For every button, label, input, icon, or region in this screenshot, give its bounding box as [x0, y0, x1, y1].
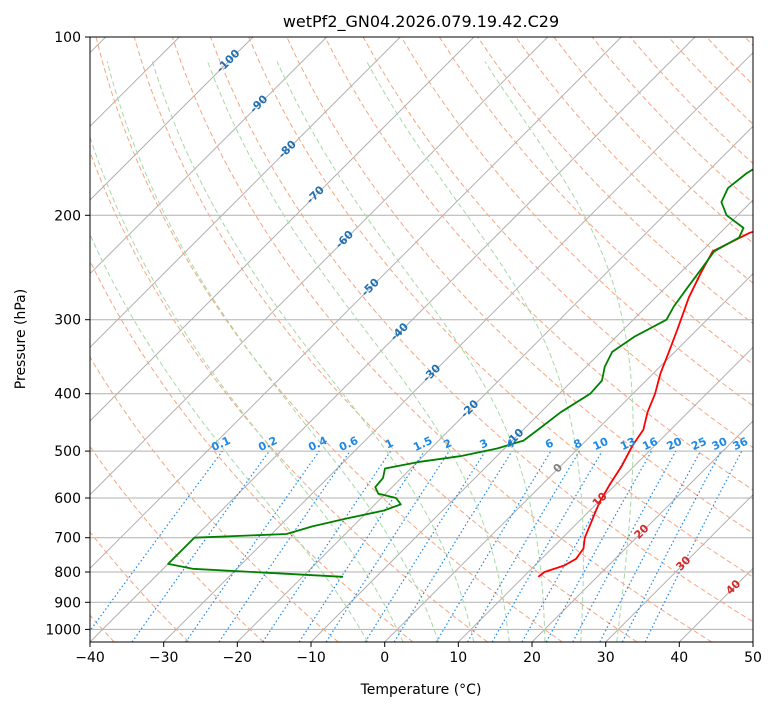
- mixing-ratio-line: [572, 450, 677, 642]
- moist-adiabat: [90, 232, 369, 642]
- x-tick-label: −40: [75, 650, 105, 666]
- plot-frame: [89, 36, 754, 643]
- background-lines: [90, 37, 753, 642]
- dry-adiabat: [438, 37, 753, 366]
- y-tick-label: 500: [54, 444, 81, 460]
- isotherm: [163, 51, 753, 642]
- isotherm: [384, 272, 753, 642]
- profile-lines: [167, 168, 753, 578]
- x-tick-label: 30: [597, 650, 615, 666]
- dry-adiabat: [171, 37, 712, 642]
- isotherm: [605, 493, 753, 642]
- y-tick-label: 300: [54, 313, 81, 329]
- isotherm: [90, 37, 328, 275]
- y-tick-label: 900: [54, 595, 81, 611]
- moist-adiabat: [151, 61, 475, 642]
- mixing-ratio-label: 30: [710, 435, 730, 453]
- dry-adiabat: [400, 37, 753, 407]
- isotherm: [90, 37, 401, 349]
- dry-adiabat: [90, 445, 264, 642]
- mixing-ratio-line: [218, 450, 351, 642]
- mixing-ratio-label: 16: [640, 435, 660, 453]
- mixing-ratio-label: 25: [689, 435, 708, 453]
- mixing-ratio-label: 13: [618, 435, 637, 453]
- isotherm: [457, 346, 753, 642]
- x-tick-label: 40: [670, 650, 688, 666]
- x-axis-label: Temperature (°C): [360, 682, 482, 698]
- isotherm: [531, 420, 753, 642]
- x-tick-label: −30: [149, 650, 179, 666]
- y-tick-label: 400: [54, 387, 81, 403]
- dry-adiabat: [133, 37, 638, 642]
- axes: −40 −30 −20 −10 0 10 20 30 40 50 100 200 300 400 500 60…: [45, 30, 762, 666]
- isotherm: [90, 37, 254, 201]
- mixing-ratio-line: [131, 450, 270, 642]
- x-tick-label: −10: [296, 650, 326, 666]
- dry-adiabat: [248, 37, 753, 578]
- mixing-ratio-label: 20: [665, 435, 685, 453]
- mixing-ratio-line: [393, 450, 513, 642]
- x-tick-label: 50: [744, 650, 762, 666]
- mixing-ratio-line: [262, 450, 392, 642]
- dry-adiabat: [324, 37, 753, 491]
- dry-adiabat: [95, 37, 563, 642]
- x-tick-label: 10: [449, 650, 467, 666]
- x-tick-label: 0: [380, 650, 389, 666]
- mixing-ratio-label: 36: [731, 435, 751, 453]
- moist-adiabat: [106, 61, 439, 642]
- y-tick-label: 600: [54, 491, 81, 507]
- dry-adiabat: [90, 150, 488, 642]
- moist-adiabat: [484, 61, 634, 642]
- isotherm: [90, 37, 475, 422]
- mixing-ratio-label: 10: [591, 435, 611, 453]
- y-tick-label: 100: [54, 30, 81, 46]
- mixing-ratio-line: [325, 450, 450, 642]
- dry-adiabat: [90, 356, 339, 642]
- mixing-ratio-line: [644, 450, 743, 642]
- mixing-ratio-line: [90, 450, 223, 632]
- isotherm: [236, 125, 753, 642]
- moist-adiabat: [207, 61, 510, 642]
- dry-adiabat: [515, 37, 753, 284]
- y-tick-label: 700: [54, 531, 81, 547]
- y-tick-label: 1000: [45, 622, 81, 638]
- temperature-profile: [537, 230, 753, 578]
- y-tick-label: 200: [54, 208, 81, 224]
- x-tick-label: 20: [523, 650, 541, 666]
- y-axis-label: Pressure (hPa): [13, 289, 29, 389]
- mixing-ratio-line: [185, 450, 320, 642]
- moist-adiabat: [366, 61, 584, 642]
- dewpoint-profile: [167, 168, 753, 578]
- dry-adiabat: [90, 259, 414, 642]
- y-tick-label: 800: [54, 565, 81, 581]
- isotherm: [90, 37, 622, 570]
- dry-adiabat: [210, 37, 753, 623]
- moist-adiabat: [276, 61, 546, 642]
- chart-title: wetPf2_GN04.2026.079.19.42.C29: [283, 12, 559, 32]
- mixing-ratio-line: [545, 450, 653, 642]
- x-tick-label: −20: [223, 650, 253, 666]
- dry-adiabat: [90, 531, 190, 642]
- isotherm: [90, 37, 549, 496]
- mixing-ratio-line: [298, 450, 425, 642]
